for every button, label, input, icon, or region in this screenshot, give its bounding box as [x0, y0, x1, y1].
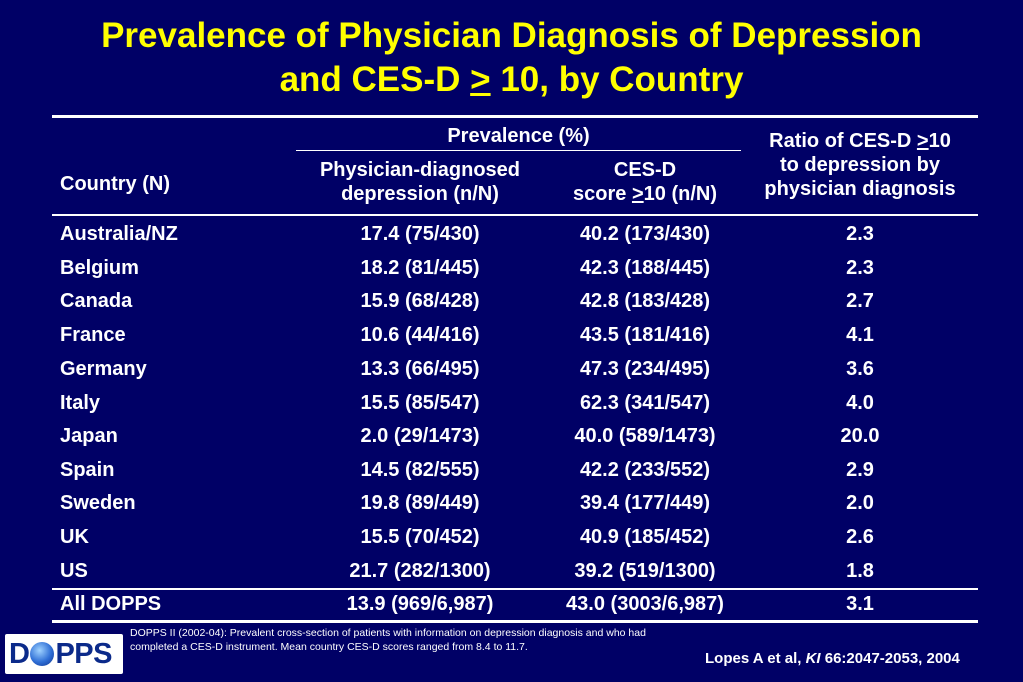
row-0-ratio: 2.3 [846, 223, 874, 245]
header-cesd: CES-D score >10 (n/N) [545, 158, 745, 206]
row-0-country: Australia/NZ [60, 223, 178, 245]
header-ratio-line3: physician diagnosis [764, 178, 956, 200]
header-bottom-rule [52, 214, 978, 216]
title-line-2-pre: and CES-D [279, 60, 471, 99]
row-5-ratio: 4.0 [846, 392, 874, 414]
header-physician: Physician-diagnosed depression (n/N) [296, 158, 544, 206]
row-8-country: Sweden [60, 492, 136, 514]
row-2-country: Canada [60, 290, 133, 312]
row-3-country: France [60, 324, 126, 346]
table-top-rule [52, 115, 978, 118]
row-3-physician: 10.6 (44/416) [360, 324, 480, 346]
row-7-cesd: 42.2 (233/552) [579, 459, 711, 481]
row-9-cesd: 40.9 (185/452) [579, 526, 711, 548]
header-ratio-line1: Ratio of CES-D >10 [745, 129, 975, 153]
row-7-country: Spain [60, 459, 115, 481]
row-5-cesd: 62.3 (341/547) [579, 392, 711, 414]
row-6-cesd: 40.0 (589/1473) [574, 425, 716, 447]
row-7-ratio: 2.9 [846, 459, 874, 481]
header-prevalence-group: Prevalence (%) [447, 125, 590, 147]
total-separator-rule [52, 588, 978, 590]
row-10-country: US [60, 560, 88, 582]
title-line-1: Prevalence of Physician Diagnosis of Dep… [101, 16, 922, 55]
header-country: Country (N) [60, 173, 170, 195]
logo-letters-pps: PPS [55, 638, 112, 670]
total-cesd: 43.0 (3003/6,987) [566, 593, 724, 615]
title-ge-symbol: > [470, 60, 491, 99]
row-10-cesd: 39.2 (519/1300) [574, 560, 716, 582]
row-4-country: Germany [60, 358, 147, 380]
row-0-cesd: 40.2 (173/430) [579, 223, 711, 245]
title-line-2-post: 10, by Country [490, 60, 744, 99]
table-bottom-rule [52, 620, 978, 623]
row-2-physician: 15.9 (68/428) [360, 290, 480, 312]
header-ratio-line1-pre: Ratio of CES-D [769, 130, 917, 152]
row-6-country: Japan [60, 425, 118, 447]
row-8-ratio: 2.0 [846, 492, 874, 514]
footnote: DOPPS II (2002-04): Prevalent cross-sect… [130, 627, 646, 653]
row-9-ratio: 2.6 [846, 526, 874, 548]
header-cesd-line2-post: 10 (n/N) [643, 183, 717, 205]
total-ratio: 3.1 [846, 593, 874, 615]
row-2-cesd: 42.8 (183/428) [579, 290, 711, 312]
row-1-ratio: 2.3 [846, 257, 874, 279]
header-cesd-line1: CES-D [613, 159, 677, 181]
citation: Lopes A et al, KI 66:2047-2053, 2004 [705, 650, 960, 667]
row-5-country: Italy [60, 392, 101, 414]
header-physician-line1: Physician-diagnosed [319, 159, 521, 181]
row-2-ratio: 2.7 [846, 290, 874, 312]
row-10-ratio: 1.8 [846, 560, 874, 582]
row-4-ratio: 3.6 [846, 358, 874, 380]
row-5-physician: 15.5 (85/547) [360, 392, 480, 414]
row-8-cesd: 39.4 (177/449) [579, 492, 711, 514]
row-3-cesd: 43.5 (181/416) [579, 324, 711, 346]
slide-title: Prevalence of Physician Diagnosis of Dep… [0, 14, 1023, 102]
row-1-cesd: 42.3 (188/445) [579, 257, 711, 279]
header-ratio-ge-symbol: > [916, 130, 929, 152]
row-0-physician: 17.4 (75/430) [360, 223, 480, 245]
row-8-physician: 19.8 (89/449) [360, 492, 480, 514]
row-10-physician: 21.7 (282/1300) [349, 560, 491, 582]
row-4-cesd: 47.3 (234/495) [579, 358, 711, 380]
row-1-country: Belgium [60, 257, 139, 279]
row-9-country: UK [60, 526, 89, 548]
header-cesd-line2: score >10 (n/N) [545, 182, 745, 206]
citation-journal: KI [805, 650, 821, 667]
logo-letter-d: D [9, 638, 30, 670]
globe-icon [30, 642, 55, 666]
citation-authors: Lopes A et al, [705, 650, 806, 667]
header-ratio: Ratio of CES-D >10 to depression by phys… [745, 129, 975, 201]
header-cesd-line2-pre: score [573, 183, 632, 205]
prevalence-group-rule [296, 150, 741, 151]
row-6-physician: 2.0 (29/1473) [360, 425, 480, 447]
row-1-physician: 18.2 (81/445) [360, 257, 480, 279]
header-cesd-ge-symbol: > [631, 183, 644, 205]
row-9-physician: 15.5 (70/452) [360, 526, 480, 548]
row-3-ratio: 4.1 [846, 324, 874, 346]
citation-volume: 66:2047-2053, 2004 [820, 650, 960, 667]
row-6-ratio: 20.0 [840, 425, 880, 447]
row-7-physician: 14.5 (82/555) [360, 459, 480, 481]
total-country: All DOPPS [60, 593, 162, 615]
title-line-2: and CES-D > 10, by Country [0, 58, 1023, 102]
header-physician-line2: depression (n/N) [341, 183, 499, 205]
header-ratio-line2: to depression by [779, 154, 941, 176]
total-physician: 13.9 (969/6,987) [346, 593, 494, 615]
dopps-logo: D PPS [5, 634, 123, 674]
header-ratio-line1-post: 10 [928, 130, 951, 152]
row-4-physician: 13.3 (66/495) [360, 358, 480, 380]
